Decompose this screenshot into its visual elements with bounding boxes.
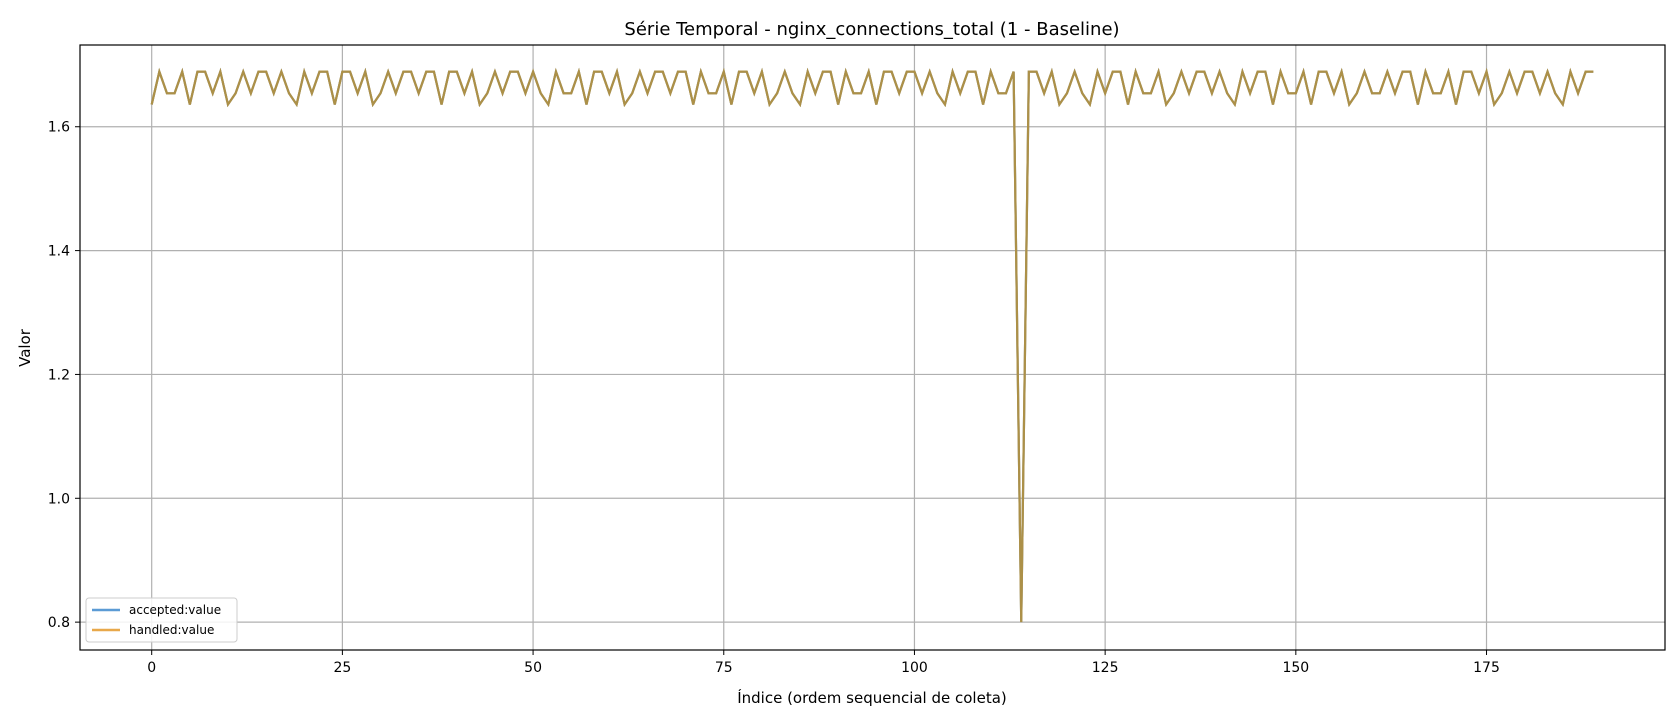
legend: accepted:value handled:value [85,597,238,643]
legend-box [85,597,238,643]
x-axis-label: Índice (ordem sequencial de coleta) [737,688,1007,707]
legend-label-accepted: accepted:value [129,603,221,617]
x-tick-label: 75 [715,660,733,676]
y-axis-label: Valor [16,328,34,367]
plot-frame [79,44,1666,651]
y-tick-label: 1.6 [48,120,70,136]
chart-title: Série Temporal - nginx_connections_total… [624,19,1119,40]
y-axis-ticks: 0.8 1.0 1.2 1.4 1.6 [48,120,80,631]
x-tick-label: 0 [147,660,156,676]
x-axis-ticks: 0 25 50 75 100 125 150 175 [147,650,1500,676]
y-tick-label: 1.4 [48,244,70,260]
x-tick-label: 50 [524,660,542,676]
x-tick-label: 175 [1473,660,1500,676]
y-tick-label: 1.0 [48,491,70,507]
legend-label-handled: handled:value [129,623,214,637]
series-overlap-line [150,67,1594,623]
x-tick-label: 150 [1282,660,1309,676]
x-tick-label: 25 [333,660,351,676]
y-tick-label: 1.2 [48,367,70,383]
series-layer [150,67,1594,623]
grid-lines [80,45,1665,650]
y-tick-label: 0.8 [48,615,70,631]
x-tick-label: 125 [1092,660,1119,676]
x-tick-label: 100 [901,660,928,676]
